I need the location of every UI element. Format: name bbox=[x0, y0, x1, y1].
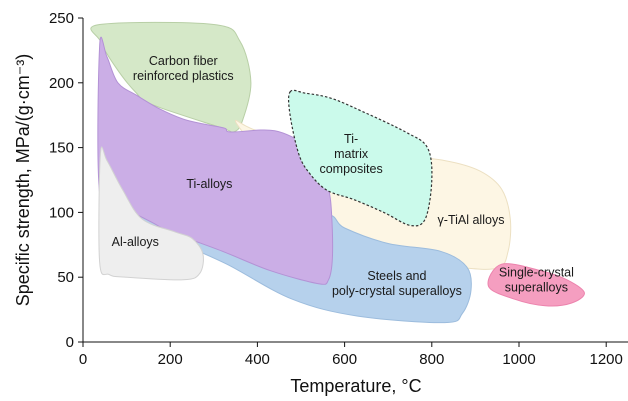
x-tick-label: 600 bbox=[332, 351, 357, 368]
y-tick-label: 250 bbox=[49, 10, 74, 27]
x-tick-label: 200 bbox=[158, 351, 183, 368]
y-tick-label: 100 bbox=[49, 204, 74, 221]
x-tick-label: 800 bbox=[419, 351, 444, 368]
x-tick-label: 1200 bbox=[590, 351, 623, 368]
region-label-line: superalloys bbox=[505, 280, 568, 294]
region-single-crystal-superalloys bbox=[487, 263, 585, 307]
region-al-alloys bbox=[98, 146, 204, 281]
region-label-carbon-fiber-reinforced-plastics: Carbon fiber reinforced plastics bbox=[133, 54, 234, 83]
region-ti-matrix-composites bbox=[288, 89, 433, 227]
region-label-line: Ti-alloys bbox=[186, 177, 232, 191]
region-label-line: composites bbox=[319, 162, 382, 176]
region-label-line: matrix bbox=[334, 147, 369, 161]
region-label-line: Carbon fiber bbox=[149, 54, 218, 68]
region-label-al-alloys: Al-alloys bbox=[112, 235, 159, 249]
y-tick-label: 200 bbox=[49, 75, 74, 92]
region-label-line: poly-crystal superalloys bbox=[332, 284, 462, 298]
y-tick-label: 0 bbox=[66, 334, 74, 351]
regions-layer bbox=[90, 21, 585, 324]
region-label-single-crystal-superalloys: Single-crystal superalloys bbox=[499, 265, 574, 294]
y-ticks: 0 50 100 150 200 250 bbox=[49, 10, 83, 351]
x-tick-label: 0 bbox=[79, 351, 87, 368]
region-label-line: Ti- bbox=[344, 132, 358, 146]
x-tick-label: 1000 bbox=[502, 351, 535, 368]
region-label-line: Steels and bbox=[367, 269, 426, 283]
region-label-line: reinforced plastics bbox=[133, 69, 234, 83]
y-tick-label: 50 bbox=[57, 269, 74, 286]
x-tick-label: 400 bbox=[245, 351, 270, 368]
region-label-line: γ-TiAl alloys bbox=[438, 213, 505, 227]
y-axis-title: Specific strength, MPa/(g·cm⁻³) bbox=[13, 54, 33, 307]
x-axis-title: Temperature, °C bbox=[290, 376, 421, 396]
region-label-steels-and-poly-crystal-superalloys: Steels and poly-crystal superalloys bbox=[332, 269, 462, 298]
region-label-ti-alloys: Ti-alloys bbox=[186, 177, 232, 191]
region-labels-layer: Carbon fiber reinforced plastics γ-TiAl al… bbox=[112, 54, 574, 298]
region-label-line: Al-alloys bbox=[112, 235, 159, 249]
region-label-line: Single-crystal bbox=[499, 265, 574, 279]
region-label-tial-alloys: γ-TiAl alloys bbox=[438, 213, 505, 227]
x-ticks: 0 200 400 600 800 1000 1200 bbox=[79, 342, 623, 368]
y-tick-label: 150 bbox=[49, 140, 74, 157]
region-label-ti-matrix-composites: Ti-matrix composites bbox=[319, 132, 382, 176]
axes bbox=[82, 18, 628, 343]
